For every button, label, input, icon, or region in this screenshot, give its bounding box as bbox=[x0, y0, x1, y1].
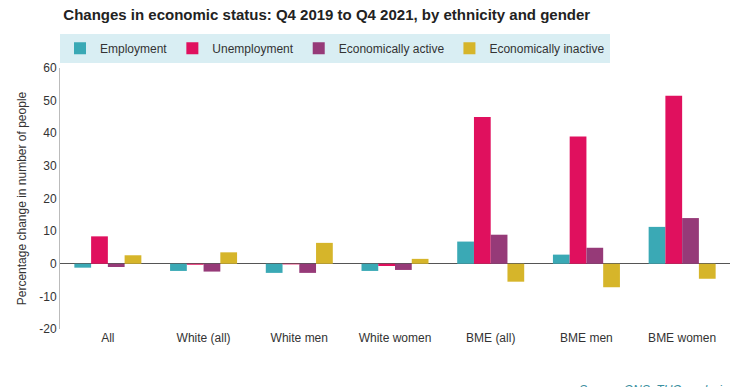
svg-text:Source: ONS, TUC analysis: Source: ONS, TUC analysis bbox=[579, 383, 728, 387]
svg-text:-20: -20 bbox=[39, 322, 57, 336]
svg-text:BME (all): BME (all) bbox=[466, 331, 515, 345]
svg-text:-10: -10 bbox=[39, 290, 57, 304]
svg-text:All: All bbox=[101, 331, 114, 345]
svg-text:40: 40 bbox=[43, 126, 57, 140]
svg-text:Changes in economic status: Q4: Changes in economic status: Q4 2019 to Q… bbox=[63, 6, 590, 23]
svg-text:Employment: Employment bbox=[100, 42, 167, 56]
svg-text:White men: White men bbox=[271, 331, 328, 345]
svg-text:Percentage change in number of: Percentage change in number of people bbox=[15, 91, 29, 305]
svg-text:White (all): White (all) bbox=[177, 331, 231, 345]
svg-text:10: 10 bbox=[43, 224, 57, 238]
svg-text:White women: White women bbox=[359, 331, 432, 345]
svg-text:BME women: BME women bbox=[648, 331, 716, 345]
svg-text:50: 50 bbox=[43, 94, 57, 108]
svg-text:BME men: BME men bbox=[560, 331, 613, 345]
svg-text:60: 60 bbox=[43, 61, 57, 75]
svg-text:Unemployment: Unemployment bbox=[212, 42, 293, 56]
svg-text:20: 20 bbox=[43, 192, 57, 206]
svg-text:30: 30 bbox=[43, 159, 57, 173]
svg-text:Economically inactive: Economically inactive bbox=[489, 42, 604, 56]
svg-text:Economically active: Economically active bbox=[339, 42, 445, 56]
svg-text:0: 0 bbox=[50, 257, 57, 271]
